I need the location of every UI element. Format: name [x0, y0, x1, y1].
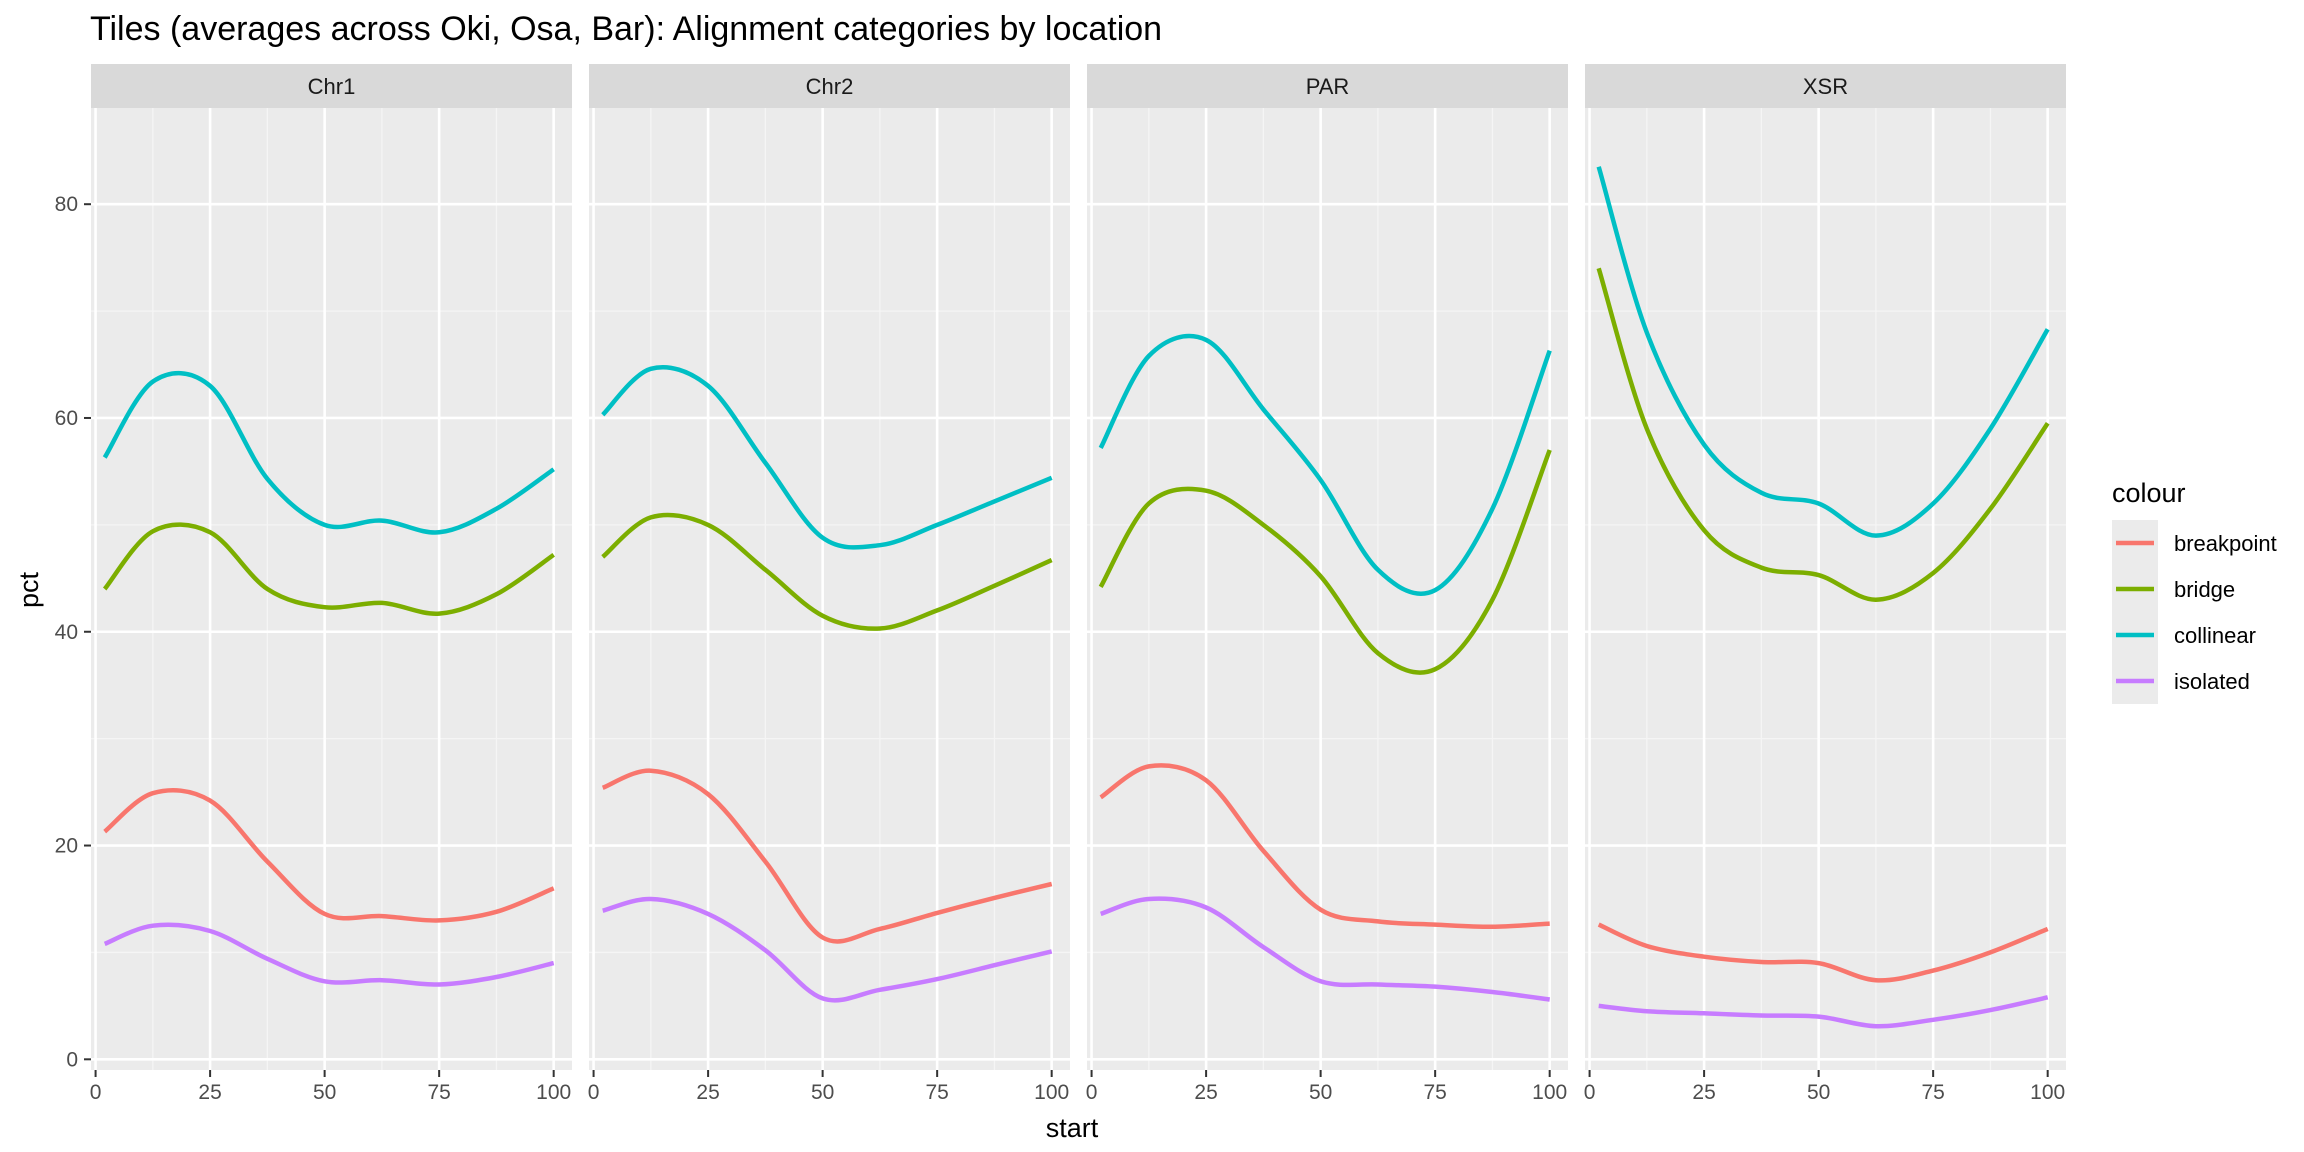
series-line-breakpoint-chr2 [601, 768, 1053, 944]
legend-label: breakpoint [2174, 531, 2277, 556]
series-line-bridge-xsr [1596, 267, 2050, 602]
panel-strip-label: Chr2 [806, 74, 854, 99]
panel-strip [1585, 64, 2066, 108]
x-tick-label: 100 [2030, 1081, 2065, 1104]
series-line-collinear-par [1098, 333, 1552, 596]
series-line-isolated-chr1 [103, 922, 555, 987]
legend-label: isolated [2174, 669, 2250, 694]
x-tick-label: 25 [1692, 1081, 1715, 1104]
x-tick-label: 50 [1807, 1081, 1830, 1104]
y-tick-label: 80 [55, 193, 78, 216]
panel-strip-label: XSR [1803, 74, 1848, 99]
series-line-bridge-par [1098, 449, 1552, 675]
x-tick-label: 50 [313, 1081, 336, 1104]
x-axis-title: start [1046, 1113, 1099, 1143]
series-line-breakpoint-chr1 [103, 788, 555, 923]
y-axis-title: pct [14, 571, 44, 608]
series-line-breakpoint-xsr [1597, 922, 2049, 983]
panel-xsr: XSR 0 25 50 75 100 [1584, 64, 2066, 1104]
x-tick-label: 25 [696, 1081, 719, 1104]
x-tick-label: 75 [1423, 1081, 1446, 1104]
x-tick-label: 0 [90, 1081, 102, 1104]
x-tick-label: 100 [1532, 1081, 1567, 1104]
y-tick-label: 20 [55, 835, 78, 858]
series-line-bridge-chr1 [102, 522, 555, 616]
x-tick-label: 100 [1034, 1081, 1069, 1104]
x-tick-label: 75 [427, 1081, 450, 1104]
series-line-collinear-xsr [1596, 166, 2050, 538]
series-line-bridge-chr2 [601, 512, 1053, 631]
series-line-isolated-xsr [1598, 995, 2049, 1029]
chart-title: Tiles (averages across Oki, Osa, Bar): A… [90, 10, 1162, 48]
legend-label: collinear [2174, 623, 2256, 648]
panel-background [589, 108, 1070, 1070]
x-tick-label: 0 [1584, 1081, 1596, 1104]
panel-strip [1087, 64, 1568, 108]
panel-background [1585, 108, 2066, 1070]
panel-background [91, 108, 572, 1070]
series-line-isolated-par [1099, 896, 1551, 1002]
legend-item-collinear: collinear [2112, 612, 2256, 658]
x-tick-label: 25 [198, 1081, 221, 1104]
panel-strip-label: PAR [1306, 74, 1350, 99]
panel-par: PAR 0 25 50 75 100 [1086, 64, 1568, 1104]
y-tick-label: 0 [66, 1048, 78, 1071]
x-tick-label: 75 [925, 1081, 948, 1104]
legend-title: colour [2112, 478, 2186, 508]
x-tick-label: 100 [536, 1081, 571, 1104]
series-line-isolated-chr2 [602, 896, 1053, 1003]
panel-background [1087, 108, 1568, 1070]
series-line-collinear-chr1 [102, 370, 555, 535]
x-tick-label: 25 [1194, 1081, 1217, 1104]
legend-item-isolated: isolated [2112, 658, 2250, 704]
x-tick-label: 0 [1086, 1081, 1098, 1104]
panel-chr2: Chr2 0 25 50 75 100 [588, 64, 1070, 1104]
legend-item-breakpoint: breakpoint [2112, 520, 2277, 566]
legend: colour breakpoint bridge collinear isolated [2112, 478, 2277, 704]
series-line-breakpoint-par [1099, 763, 1550, 930]
x-tick-label: 50 [811, 1081, 834, 1104]
y-tick-label: 40 [55, 621, 78, 644]
panel-strip [91, 64, 572, 108]
panel-strip-label: Chr1 [308, 74, 356, 99]
x-tick-label: 50 [1309, 1081, 1332, 1104]
legend-label: bridge [2174, 577, 2235, 602]
series-line-collinear-chr2 [601, 364, 1053, 550]
panel-chr1: Chr1 0 25 50 75 100 0 20 40 60 80 [55, 64, 572, 1104]
y-tick-label: 60 [55, 407, 78, 430]
panel-strip [589, 64, 1070, 108]
x-tick-label: 75 [1921, 1081, 1944, 1104]
legend-item-bridge: bridge [2112, 566, 2235, 612]
x-tick-label: 0 [588, 1081, 600, 1104]
